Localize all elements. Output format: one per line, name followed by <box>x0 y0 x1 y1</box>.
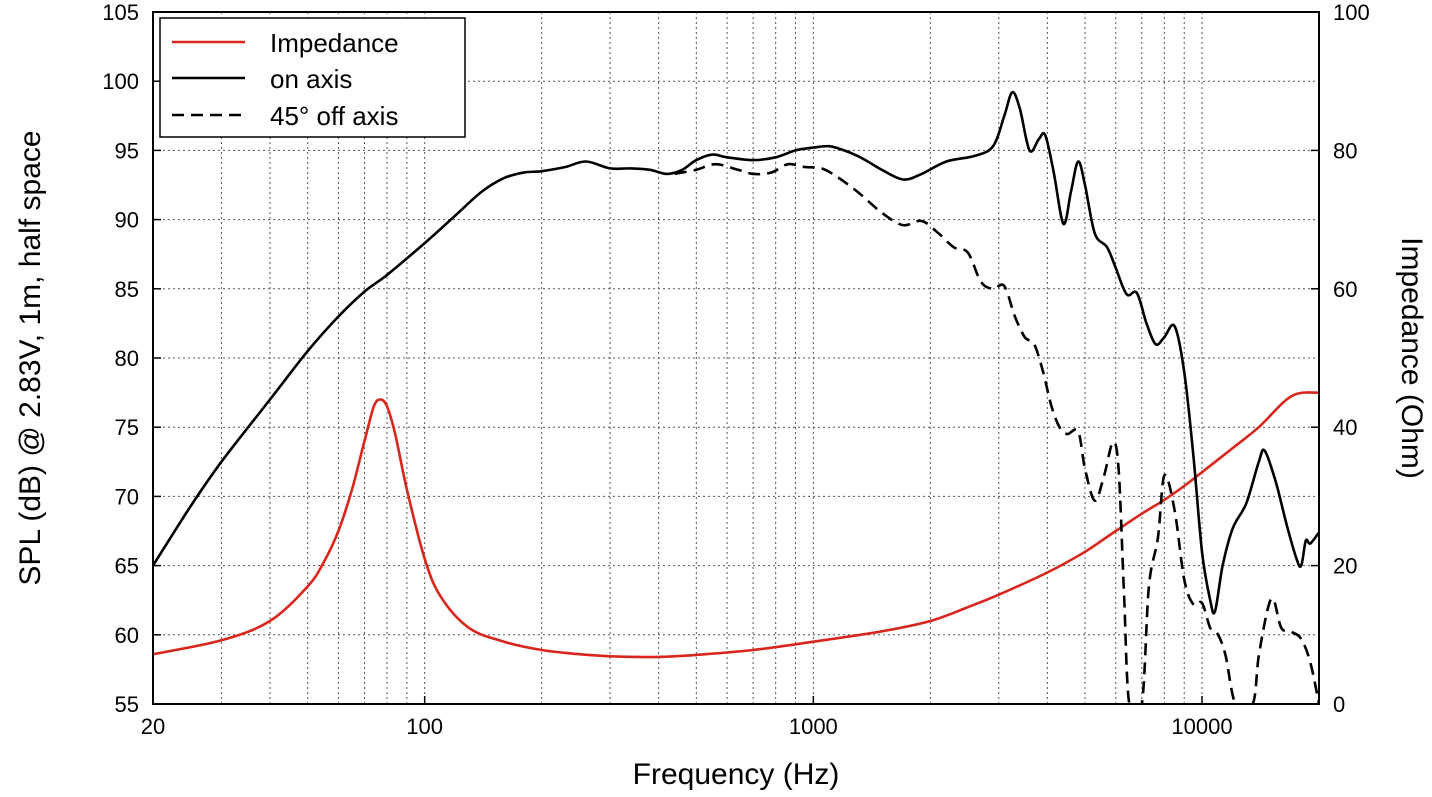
series-layer <box>153 90 1319 704</box>
legend-label-impedance: Impedance <box>270 28 399 58</box>
y-tick-label: 100 <box>102 69 139 94</box>
y2-tick-label: 20 <box>1333 554 1357 579</box>
y2-tick-label: 60 <box>1333 277 1357 302</box>
x-tick-label: 100 <box>406 714 443 739</box>
y2-tick-label: 80 <box>1333 138 1357 163</box>
legend-label-on-axis: on axis <box>270 64 352 94</box>
y-tick-label: 65 <box>115 554 139 579</box>
y-tick-label: 80 <box>115 346 139 371</box>
y-tick-label: 55 <box>115 692 139 717</box>
y-tick-label: 95 <box>115 138 139 163</box>
y-tick-label: 105 <box>102 0 139 25</box>
y-tick-label: 70 <box>115 484 139 509</box>
x-tick-label: 1000 <box>789 714 838 739</box>
impedance-series-line <box>153 391 1319 659</box>
y-tick-label: 85 <box>115 277 139 302</box>
y2-tick-label: 40 <box>1333 415 1357 440</box>
y-tick-label: 90 <box>115 208 139 233</box>
x-axis-title: Frequency (Hz) <box>633 758 840 791</box>
on-axis-series-line <box>153 90 1319 615</box>
y2-axis-ticks: 0 20 40 60 80 100 <box>1311 0 1370 717</box>
x-axis-ticks: 20 100 1000 10000 <box>141 696 1233 739</box>
y2-tick-label: 0 <box>1333 692 1345 717</box>
y2-tick-label: 100 <box>1333 0 1370 25</box>
y-axis-ticks: 55 60 65 70 75 80 85 90 95 100 105 <box>102 0 161 717</box>
y-tick-label: 75 <box>115 415 139 440</box>
legend-label-45-off-axis: 45° off axis <box>270 101 398 131</box>
y-axis-title: SPL (dB) @ 2.83V, 1m, half space <box>14 130 47 585</box>
x-tick-label: 20 <box>141 714 165 739</box>
y2-axis-title: Impedance (Ohm) <box>1395 237 1428 479</box>
legend: Impedance on axis 45° off axis <box>159 17 466 138</box>
off-axis-45-series-line <box>674 162 1319 704</box>
y-tick-label: 60 <box>115 623 139 648</box>
x-tick-label: 10000 <box>1171 714 1232 739</box>
